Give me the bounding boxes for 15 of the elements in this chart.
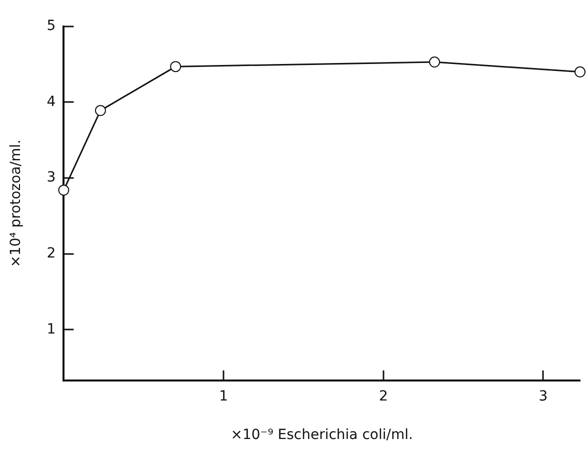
x-tick-label: 2 [378, 388, 388, 404]
y-axis-title: ×10⁴ protozoa/ml. [8, 140, 24, 268]
y-tick-label: 4 [46, 94, 56, 110]
point [170, 61, 182, 72]
y-tick-label: 3 [46, 170, 56, 186]
y-tick-label: 2 [46, 245, 56, 262]
y-tick-label: 1 [46, 321, 56, 338]
point [429, 56, 440, 68]
y-tick-label: 5 [46, 18, 56, 34]
point [58, 184, 70, 196]
x-tick-label: 1 [219, 388, 228, 404]
point [574, 66, 586, 78]
x-tick-label: 3 [538, 388, 548, 404]
point [94, 105, 106, 116]
x-axis-title: ×10⁻⁹ Escherichia coli/ml. [230, 427, 413, 444]
